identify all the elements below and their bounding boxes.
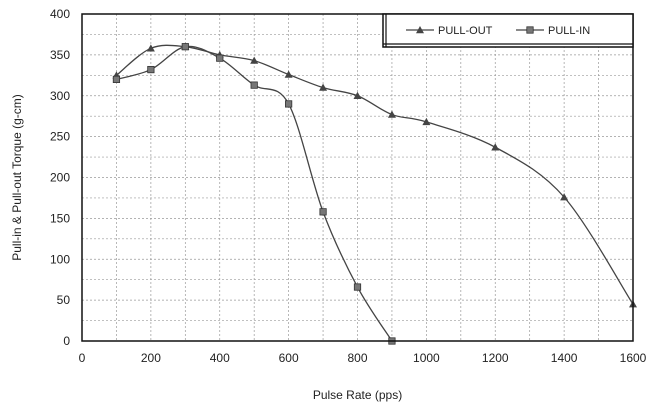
series-pull-out xyxy=(112,42,637,308)
legend-item-pull-out: PULL-OUT xyxy=(406,25,493,37)
data-point-pull-out xyxy=(250,56,259,64)
data-point-pull-in xyxy=(285,100,293,108)
x-tick-label: 200 xyxy=(141,351,161,365)
data-point-pull-in xyxy=(181,43,189,51)
plot-frame xyxy=(81,13,634,342)
data-point-pull-out xyxy=(146,44,155,52)
data-point-pull-in xyxy=(147,65,155,74)
data-point-pull-out xyxy=(491,143,500,151)
data-point-pull-out xyxy=(560,193,569,201)
y-tick-label: 200 xyxy=(50,171,70,185)
data-point-pull-in xyxy=(353,283,362,291)
series-line-pull-out xyxy=(116,44,634,305)
legend-label: PULL-IN xyxy=(548,25,590,37)
data-point-pull-out xyxy=(422,117,431,126)
data-point-pull-out xyxy=(353,91,362,99)
y-tick-label: 0 xyxy=(63,334,70,348)
y-axis-label: Pull-in & Pull-out Torque (g-cm) xyxy=(10,94,24,261)
y-tick-label: 400 xyxy=(50,7,70,21)
x-tick-label: 1000 xyxy=(413,351,440,365)
data-point-pull-out xyxy=(319,83,328,91)
series xyxy=(112,42,637,345)
legend-swatch-marker xyxy=(526,26,534,34)
legend-label: PULL-OUT xyxy=(438,25,493,37)
x-tick-label: 800 xyxy=(347,351,367,365)
data-point-pull-out xyxy=(387,110,396,118)
x-tick-label: 1600 xyxy=(620,351,647,365)
y-tick-label: 100 xyxy=(50,252,70,266)
x-tick-label: 1200 xyxy=(482,351,509,365)
y-tick-label: 300 xyxy=(50,89,70,103)
y-tick-label: 150 xyxy=(50,211,70,225)
legend-item-pull-in: PULL-IN xyxy=(516,25,590,37)
data-point-pull-in xyxy=(250,81,258,89)
y-tick-label: 350 xyxy=(50,48,70,62)
data-point-pull-in xyxy=(319,208,327,216)
legend: PULL-OUT PULL-IN xyxy=(382,13,634,48)
x-tick-label: 0 xyxy=(79,351,86,365)
legend-swatch-marker xyxy=(416,26,424,34)
y-tick-label: 50 xyxy=(57,293,71,307)
x-tick-label: 600 xyxy=(279,351,299,365)
series-line-pull-in xyxy=(116,45,393,342)
data-point-pull-in xyxy=(216,54,224,62)
grid xyxy=(81,13,634,342)
data-point-pull-out xyxy=(284,70,293,78)
data-point-pull-in xyxy=(112,75,121,83)
x-axis-label: Pulse Rate (pps) xyxy=(313,388,402,402)
tick-labels: 0 200 400 600 800 1000 1200 1400 1600 0 50 100 150 20… xyxy=(50,7,647,365)
x-tick-label: 1400 xyxy=(551,351,578,365)
y-tick-label: 250 xyxy=(50,130,70,144)
x-tick-label: 400 xyxy=(210,351,230,365)
